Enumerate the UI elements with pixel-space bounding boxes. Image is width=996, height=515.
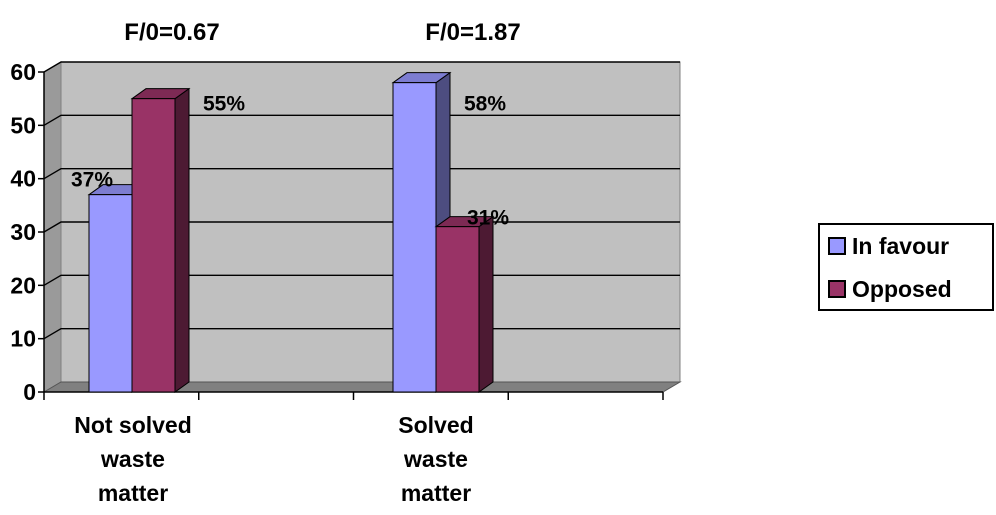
data-label: 55% xyxy=(203,93,245,116)
data-labels: 37% 55% 58% 31% xyxy=(71,93,509,230)
annotation: F/0=0.67 xyxy=(124,19,219,46)
legend: In favour Opposed xyxy=(818,223,994,311)
y-tick-label: 60 xyxy=(10,59,36,85)
bar-side xyxy=(174,87,190,393)
category-label-line: waste xyxy=(403,446,468,472)
bar-front xyxy=(392,82,437,393)
bar-front xyxy=(88,194,133,393)
gridline xyxy=(43,114,680,126)
category-label: Solved waste matter xyxy=(398,412,473,506)
annotation: F/0=1.87 xyxy=(425,19,520,46)
legend-label-in-favour: In favour xyxy=(852,232,950,259)
category-label-line: matter xyxy=(98,480,168,506)
annotations: F/0=0.67 F/0=1.87 xyxy=(124,19,520,46)
category-label-line: Not solved xyxy=(74,412,192,438)
y-tick-label: 0 xyxy=(23,379,36,405)
category-label-line: waste xyxy=(100,446,165,472)
bar-front xyxy=(131,98,176,393)
y-tick-label: 20 xyxy=(10,272,36,298)
bar-side xyxy=(478,215,494,393)
gridline xyxy=(43,167,680,180)
data-label: 31% xyxy=(467,207,509,230)
bars xyxy=(87,71,495,393)
y-tick-label: 40 xyxy=(10,166,36,192)
y-tick-labels: 0 10 20 30 40 50 60 xyxy=(10,59,36,405)
bar-front xyxy=(435,226,480,393)
category-label-line: matter xyxy=(401,480,471,506)
y-tick-label: 30 xyxy=(10,219,36,245)
legend-item-in-favour: In favour xyxy=(828,233,949,259)
y-tick-label: 10 xyxy=(10,326,36,352)
category-label-line: Solved xyxy=(398,412,473,438)
legend-swatch-in-favour xyxy=(828,237,846,255)
data-label: 37% xyxy=(71,169,113,192)
bar-opposed-2 xyxy=(434,215,495,393)
legend-item-opposed: Opposed xyxy=(828,276,952,302)
category-label: Not solved waste matter xyxy=(74,412,192,506)
bar-opposed-1 xyxy=(130,87,191,393)
legend-swatch-opposed xyxy=(828,280,846,298)
category-labels: Not solved waste matter Solved waste matter xyxy=(74,412,474,506)
y-tick-label: 50 xyxy=(10,112,36,138)
legend-label-opposed: Opposed xyxy=(852,275,952,302)
data-label: 58% xyxy=(464,93,506,116)
gridline xyxy=(43,61,680,73)
